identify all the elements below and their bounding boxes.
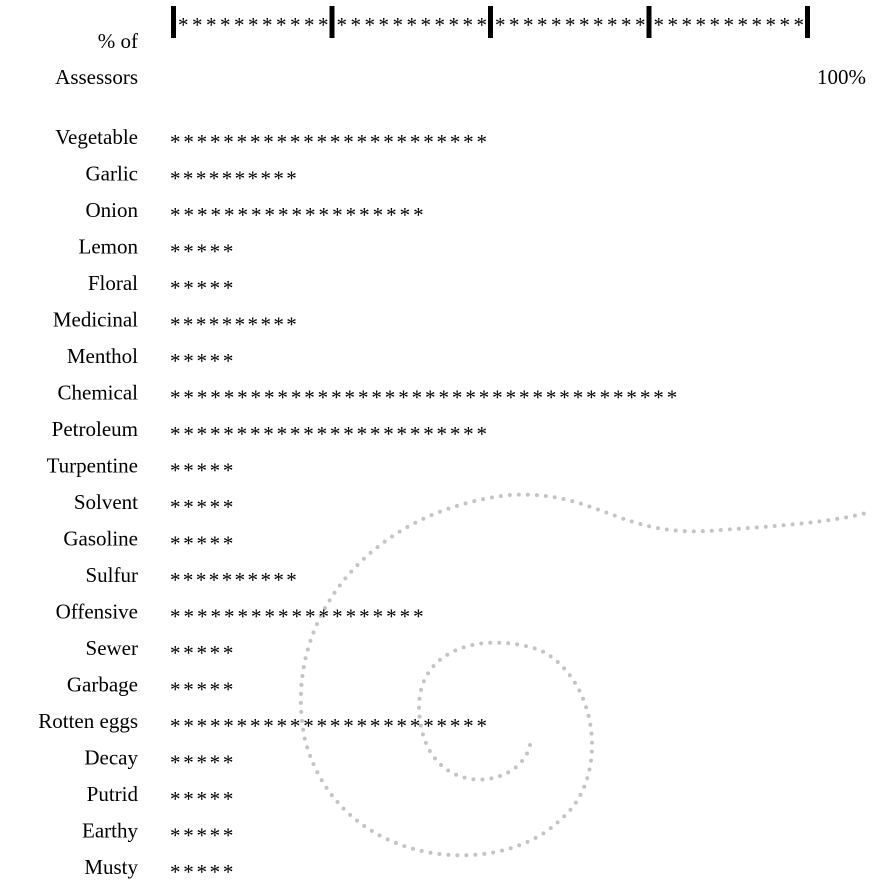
- bar: *****: [170, 860, 233, 884]
- category-label: Rotten eggs: [38, 709, 138, 733]
- axis-label: Assessors: [55, 65, 138, 89]
- bar: *****: [170, 276, 233, 300]
- category-label: Turpentine: [47, 454, 138, 478]
- scale-stars: ***********: [178, 13, 329, 37]
- category-label: Sewer: [86, 636, 138, 660]
- category-label: Earthy: [82, 819, 138, 843]
- bar: *******************: [170, 605, 424, 629]
- bar: *****: [170, 240, 233, 264]
- bar: *****: [170, 641, 233, 665]
- category-label: Petroleum: [52, 417, 138, 441]
- decorative-spiral: [298, 492, 872, 858]
- bar: *****: [170, 495, 233, 519]
- category-label: Menthol: [67, 344, 138, 368]
- scale-stars: ***********: [337, 13, 488, 37]
- bar: **********: [170, 167, 297, 191]
- bar: *****: [170, 349, 233, 373]
- bar: ************************: [170, 422, 487, 446]
- bar: *******************: [170, 203, 424, 227]
- category-label: Vegetable: [55, 125, 138, 149]
- category-label: Lemon: [79, 235, 139, 259]
- category-label: Onion: [86, 198, 139, 222]
- scale-tick: [488, 6, 493, 38]
- category-label: Musty: [84, 855, 138, 879]
- category-label: Chemical: [58, 381, 139, 405]
- bar: **************************************: [170, 386, 677, 410]
- scale-stars: ***********: [495, 13, 646, 37]
- category-label: Gasoline: [63, 527, 138, 551]
- scale-tick: [329, 6, 335, 38]
- category-label: Putrid: [87, 782, 139, 806]
- category-label: Floral: [88, 271, 138, 295]
- bar: ************************: [170, 714, 487, 738]
- axis-label: % of: [98, 29, 138, 53]
- category-label: Offensive: [56, 600, 138, 624]
- bar: *****: [170, 751, 233, 775]
- bar: ************************: [170, 130, 487, 154]
- category-label: Sulfur: [86, 563, 139, 587]
- bar: *****: [170, 532, 233, 556]
- bar: *****: [170, 459, 233, 483]
- bar: *****: [170, 787, 233, 811]
- bar: *****: [170, 824, 233, 848]
- x-max-label: 100%: [817, 65, 866, 89]
- category-label: Solvent: [74, 490, 138, 514]
- category-label: Decay: [84, 746, 138, 770]
- scale-tick: [171, 6, 176, 38]
- scale-tick: [805, 6, 810, 38]
- bar: **********: [170, 568, 297, 592]
- category-label: Medicinal: [53, 308, 138, 332]
- bar: *****: [170, 678, 233, 702]
- category-label: Garbage: [67, 673, 138, 697]
- category-label: Garlic: [86, 162, 138, 186]
- bar: **********: [170, 313, 297, 337]
- scale-tick: [646, 6, 652, 38]
- scale-stars: ***********: [654, 13, 805, 37]
